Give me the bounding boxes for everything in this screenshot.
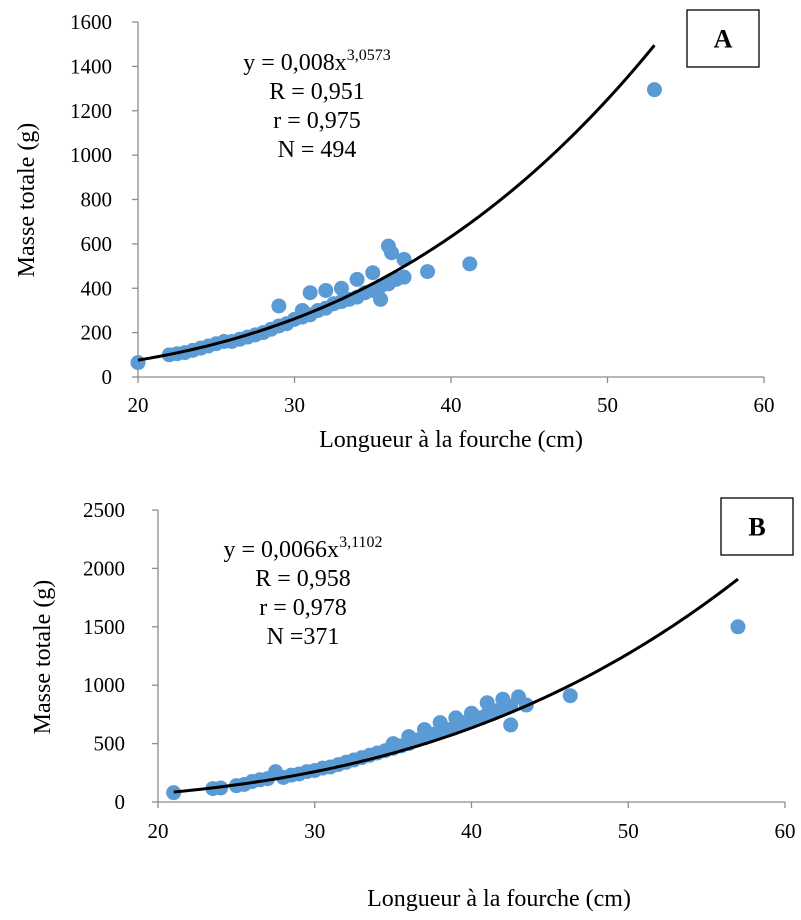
y-tick-label: 200 [81, 321, 113, 345]
x-tick-label: 30 [284, 393, 305, 417]
panel-label: B [748, 513, 765, 542]
stat-label-r: r = 0,975 [273, 108, 361, 134]
data-point [646, 82, 662, 98]
data-point [503, 717, 519, 733]
y-tick-label: 400 [81, 276, 113, 300]
y-tick-label: 2000 [83, 556, 125, 580]
x-axis-title: Longueur à la fourche (cm) [319, 427, 583, 453]
panel-label-box [686, 9, 760, 68]
y-tick-label: 500 [94, 732, 126, 756]
y-tick-label: 1000 [83, 673, 125, 697]
y-tick-label: 1600 [70, 10, 112, 34]
stat-label-r: R = 0,951 [269, 79, 365, 105]
x-tick-label: 60 [754, 393, 775, 417]
x-tick-label: 40 [461, 819, 482, 843]
trendline [137, 44, 656, 362]
x-tick-label: 20 [128, 393, 149, 417]
equation-label: y = 0,008x3,0573 [243, 47, 391, 76]
y-tick-label: 1500 [83, 615, 125, 639]
y-tick-label: 1200 [70, 99, 112, 123]
panel-a: 0 200 400 600 800 1000 1200 1400 1600 20 30 40 50 60 L… [14, 9, 775, 453]
stat-label-r: r = 0,978 [259, 595, 347, 621]
x-tick-label: 50 [597, 393, 618, 417]
data-point [396, 269, 412, 285]
x-tick-label: 40 [441, 393, 462, 417]
data-point [349, 271, 365, 287]
data-point [373, 291, 389, 307]
trendline [173, 577, 739, 794]
panel-label: A [714, 25, 733, 54]
data-point [333, 280, 349, 296]
y-tick-label: 600 [81, 232, 113, 256]
x-tick-label: 60 [775, 819, 796, 843]
data-point [730, 619, 746, 635]
scatter-series [166, 619, 746, 801]
x-axis-title: Longueur à la fourche (cm) [367, 886, 631, 912]
x-tick-label: 30 [304, 819, 325, 843]
data-point [130, 355, 146, 371]
equation-label: y = 0,0066x3,1102 [224, 534, 383, 563]
data-point [462, 256, 478, 272]
data-point [562, 688, 578, 704]
data-point [271, 298, 287, 314]
x-tick-label: 20 [148, 819, 169, 843]
y-tick-label: 0 [115, 790, 126, 814]
y-tick-label: 1000 [70, 143, 112, 167]
stat-label-n: N =371 [267, 624, 340, 650]
panel-b: 0 500 1000 1500 2000 2500 20 30 40 50 60 Longueur à… [30, 497, 796, 912]
data-point [302, 285, 318, 301]
data-point [365, 265, 381, 281]
x-tick-label: 50 [618, 819, 639, 843]
stat-label-n: N = 494 [278, 137, 357, 163]
panel-label-box [720, 497, 794, 556]
y-axis-title: Masse totale (g) [14, 123, 40, 278]
data-point [318, 282, 334, 298]
data-point [384, 245, 400, 261]
stat-label-r: R = 0,958 [255, 566, 351, 592]
data-point [166, 785, 182, 801]
y-tick-label: 1400 [70, 54, 112, 78]
y-tick-label: 0 [102, 365, 113, 389]
y-axis-title: Masse totale (g) [30, 580, 56, 735]
y-tick-label: 2500 [83, 498, 125, 522]
y-tick-label: 800 [81, 188, 113, 212]
data-point [420, 264, 436, 280]
